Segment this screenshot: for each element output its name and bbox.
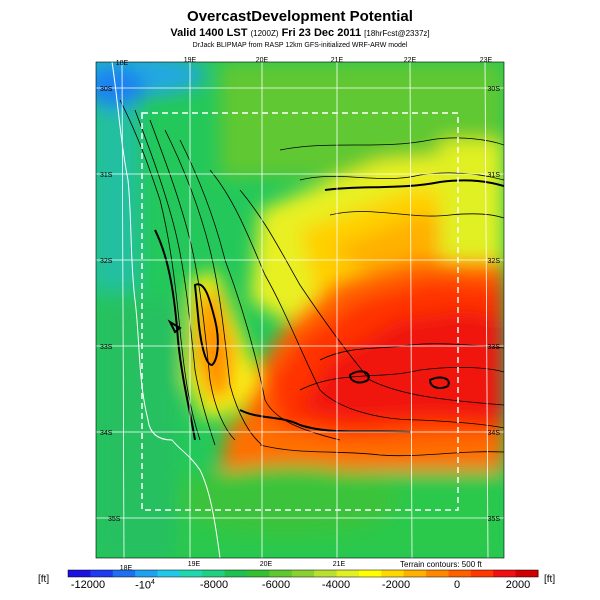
colorbar-segment (112, 570, 136, 577)
lon-label-top: 18E (116, 60, 129, 67)
colorbar-segment (157, 570, 181, 577)
colorbar-segment (314, 570, 338, 577)
chart-title: OvercastDevelopment Potential (187, 8, 413, 25)
colorbar-tick-exponent: 4 (151, 579, 155, 586)
model-run: (1200Z) (250, 29, 279, 38)
lat-label-right: 32S (488, 258, 501, 265)
chart-subtitle: Valid 1400 LST (1200Z) Fri 23 Dec 2011 [… (0, 27, 600, 39)
lon-label-top: 20E (256, 57, 269, 64)
colorbar-segment (470, 570, 494, 577)
colorbar-tick-base: -10 (135, 579, 151, 592)
colorbar-tick: -12000 (70, 579, 106, 591)
colorbar-segment (403, 570, 427, 577)
lat-label-right: 33S (488, 344, 501, 351)
lat-label-right: 30S (488, 86, 501, 93)
colorbar-segment (68, 570, 91, 577)
colorbar-unit-right: [ft] (544, 574, 556, 585)
colorbar-segment (179, 570, 203, 577)
lon-label-top: 19E (184, 57, 197, 64)
colorbar-segment (448, 570, 472, 577)
lat-label-left: 34S (100, 430, 113, 437)
colorbar-segment (493, 570, 517, 577)
colorbar-segment (135, 570, 159, 577)
lon-label-top: 21E (331, 57, 344, 64)
colorbar-segment (358, 570, 382, 577)
lat-label-right: 31S (488, 172, 501, 179)
valid-date: Fri 23 Dec 2011 (281, 27, 362, 39)
colorbar-tick: -104 (135, 579, 155, 592)
colorbar-tick: 0 (453, 579, 461, 591)
colorbar-unit-left: [ft] (38, 574, 50, 585)
colorbar (67, 569, 539, 578)
valid-time: Valid 1400 LST (170, 27, 248, 39)
lon-label-top: 22E (404, 57, 417, 64)
colorbar-segment (224, 570, 248, 577)
colorbar-segment (247, 570, 270, 577)
colorbar-segment (381, 570, 405, 577)
lat-lon-grid (96, 62, 504, 558)
lon-label-bottom: 18E (120, 565, 133, 572)
inner-domain-boundary (141, 112, 459, 511)
terrain-contour-note: Terrain contours: 500 ft (400, 560, 482, 569)
model-credit: DrJack BLIPMAP from RASP 12km GFS-initia… (192, 42, 408, 49)
lon-label-bottom: 20E (260, 561, 273, 568)
colorbar-tick: -6000 (261, 579, 291, 591)
colorbar-tick: -4000 (321, 579, 351, 591)
grid-labels: 18E 19E 20E 21E 22E 23E 18E 19E 20E 21E … (100, 57, 500, 572)
lat-label-left: 35S (108, 516, 121, 523)
colorbar-tick: 2000 (505, 579, 531, 591)
field-shading (96, 62, 504, 558)
colorbar-segment (90, 570, 114, 577)
colorbar-segment (269, 570, 293, 577)
colorbar-tick: -8000 (199, 579, 229, 591)
lat-label-left: 30S (100, 86, 113, 93)
lat-label-left: 33S (100, 344, 113, 351)
lat-label-left: 32S (100, 258, 113, 265)
terrain-contours (119, 99, 504, 457)
coastline (111, 62, 221, 558)
colorbar-tick: -2000 (381, 579, 411, 591)
map-frame (95, 61, 505, 559)
colorbar-segment (426, 570, 449, 577)
colorbar-segment (291, 570, 315, 577)
lat-label-right: 34S (488, 430, 501, 437)
lon-label-bottom: 21E (333, 561, 346, 568)
lon-label-top: 23E (480, 57, 493, 64)
forecast-info: [18hrFcst@2337z] (364, 29, 430, 38)
lon-label-bottom: 19E (188, 561, 201, 568)
colorbar-segment (336, 570, 360, 577)
colorbar-frame (67, 569, 539, 578)
colorbar-segment (515, 570, 539, 577)
lat-label-left: 31S (100, 172, 113, 179)
lat-label-right: 35S (488, 516, 501, 523)
colorbar-segment (202, 570, 226, 577)
